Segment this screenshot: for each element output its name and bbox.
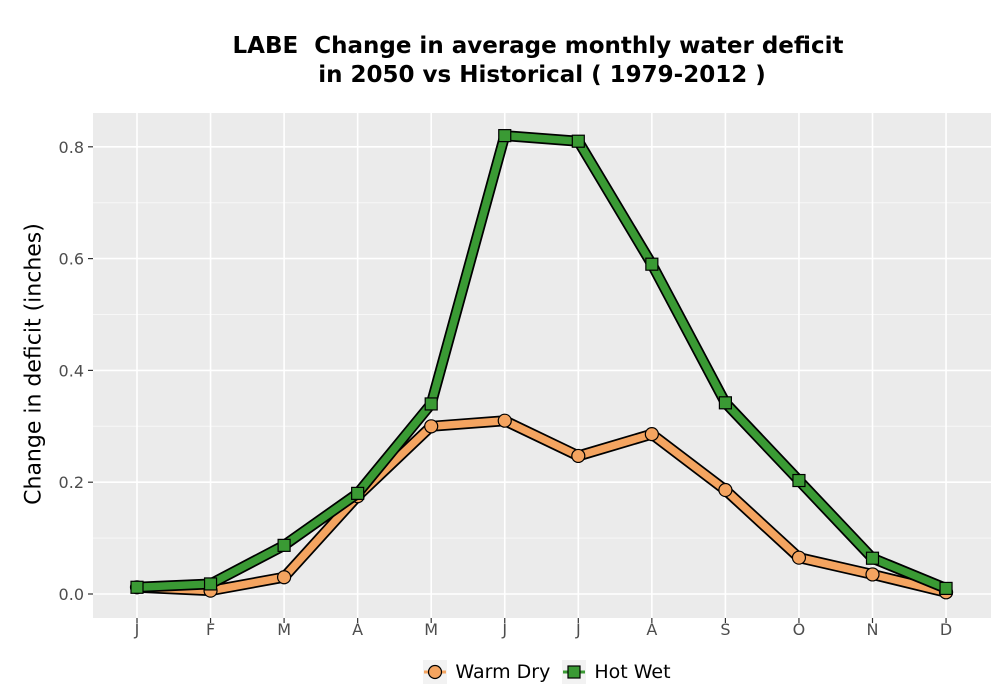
series-warm-dry [129, 413, 954, 600]
chart-title: LABE Change in average monthly water def… [0, 32, 1000, 90]
legend: Warm Dry Hot Wet [0, 660, 1000, 689]
x-tick-label: S [720, 620, 730, 639]
data-point [644, 427, 659, 442]
data-point [718, 482, 733, 498]
x-tick-label: J [134, 620, 140, 639]
data-point [277, 570, 292, 585]
x-tick-label: A [646, 620, 657, 639]
data-point [571, 448, 586, 464]
series-layer [129, 129, 954, 600]
data-point [498, 129, 512, 143]
data-point [718, 396, 733, 410]
series-line-hot-wet [133, 131, 950, 593]
legend-label: Hot Wet [594, 661, 671, 683]
chart-title-line-1: LABE Change in average monthly water def… [232, 33, 844, 59]
x-tick-label: N [867, 620, 879, 639]
legend-key-marker [567, 665, 581, 679]
data-point [351, 486, 365, 500]
legend-circle-marker [423, 660, 448, 684]
plot-panel [93, 113, 991, 618]
data-point [791, 550, 807, 565]
x-tick-label: F [206, 620, 215, 639]
series-line-warm-dry [133, 416, 950, 597]
y-tick-label: 0.2 [59, 473, 84, 492]
legend-item: Warm Dry [423, 660, 550, 684]
legend-item: Hot Wet [562, 660, 671, 684]
data-point [277, 538, 291, 552]
data-point [497, 413, 512, 428]
x-tick-label: J [501, 620, 507, 639]
data-point [792, 473, 806, 488]
grid-lines [93, 113, 991, 618]
data-point [424, 419, 439, 434]
y-axis-label: Change in deficit (inches) [21, 223, 47, 505]
axes: 0.0 0.2 0.4 0.6 0.8 J F M A M J J A S O N D [59, 138, 953, 639]
chart-title-line-2: in 2050 vs Historical ( 1979-2012 ) [310, 62, 766, 88]
legend-label: Warm Dry [455, 661, 551, 683]
x-tick-label: J [575, 620, 581, 639]
y-tick-label: 0.8 [59, 138, 84, 157]
x-tick-label: A [352, 620, 363, 639]
x-tick-label: M [424, 620, 438, 639]
data-point [203, 577, 218, 591]
series-hot-wet [130, 129, 953, 596]
data-point [571, 134, 585, 148]
x-tick-label: M [277, 620, 291, 639]
y-tick-label: 0.6 [59, 250, 84, 269]
x-tick-label: O [793, 620, 806, 639]
y-tick-label: 0.0 [59, 585, 84, 604]
data-point [645, 257, 659, 271]
legend-square-marker [562, 660, 587, 684]
data-point [939, 581, 953, 596]
legend-key-marker [428, 664, 443, 680]
x-tick-label: D [940, 620, 952, 639]
data-point [130, 580, 144, 594]
data-point [424, 397, 438, 411]
data-point [865, 567, 880, 582]
y-tick-label: 0.4 [59, 361, 84, 380]
data-point [865, 551, 880, 565]
